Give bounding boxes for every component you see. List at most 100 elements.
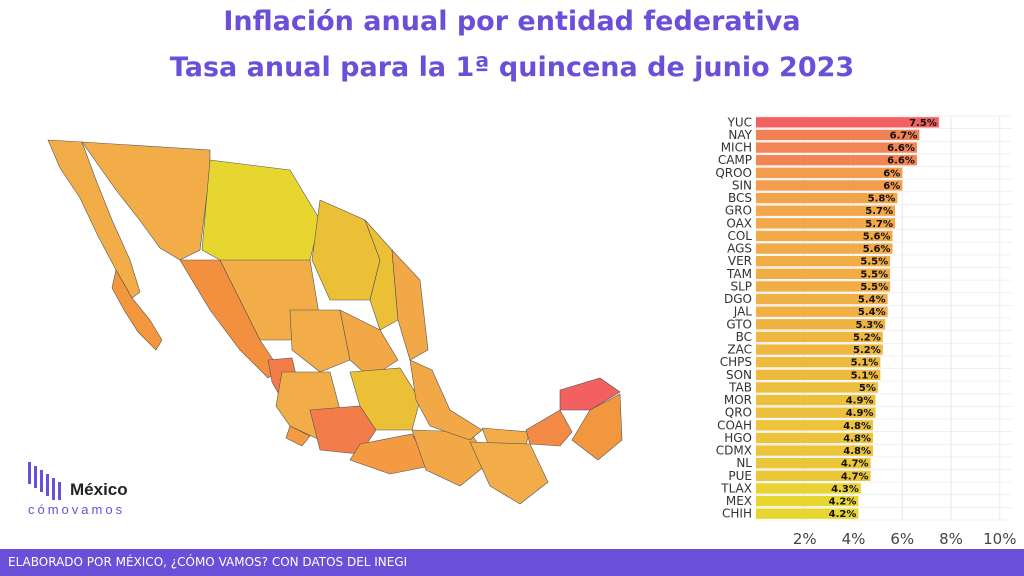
category-label: DGO bbox=[724, 292, 752, 306]
value-label: 4.2% bbox=[829, 497, 857, 508]
category-label: QROO bbox=[715, 166, 752, 180]
value-label: 6% bbox=[883, 168, 900, 179]
map-region-tam bbox=[391, 249, 429, 361]
bar bbox=[756, 205, 895, 216]
bar bbox=[756, 180, 903, 191]
value-label: 5.5% bbox=[860, 257, 888, 268]
value-label: 4.8% bbox=[843, 421, 871, 432]
category-label: NL bbox=[736, 456, 752, 470]
category-label: GRO bbox=[725, 204, 752, 218]
bar bbox=[756, 142, 917, 153]
map-region-coah bbox=[311, 199, 381, 301]
category-label: MEX bbox=[726, 494, 752, 508]
mexico-map bbox=[47, 139, 623, 505]
value-label: 4.3% bbox=[831, 484, 859, 495]
chart-x-tick-labels: 2% 4% 6% 8% 10% bbox=[793, 530, 1017, 548]
value-label: 6.6% bbox=[887, 156, 915, 167]
map-region-yuc bbox=[559, 377, 621, 411]
map-region-bcs bbox=[111, 269, 163, 351]
category-label: OAX bbox=[726, 216, 752, 230]
logo-word-mexico: México bbox=[70, 480, 128, 499]
bar bbox=[756, 192, 898, 204]
chart-grid bbox=[756, 115, 1012, 521]
bar bbox=[756, 117, 939, 128]
category-label: CHIH bbox=[722, 507, 752, 521]
map-region-zac bbox=[289, 309, 351, 373]
bar bbox=[756, 483, 861, 494]
bar bbox=[756, 268, 891, 279]
value-label: 4.8% bbox=[843, 433, 871, 444]
bar bbox=[756, 495, 859, 507]
category-label: COAH bbox=[717, 418, 752, 432]
bar bbox=[756, 382, 878, 393]
map-region-mich bbox=[309, 405, 377, 455]
value-label: 5.4% bbox=[858, 295, 886, 306]
category-label: SON bbox=[726, 368, 752, 382]
chart-subtitle: Tasa anual para la 1ª quincena de junio … bbox=[169, 52, 855, 83]
chart-category-labels: YUCNAYMICHCAMPQROOSINBCSGROOAXCOLAGSVERT… bbox=[715, 115, 752, 520]
bar bbox=[756, 470, 871, 481]
category-label: VER bbox=[728, 254, 752, 268]
value-label: 4.9% bbox=[846, 396, 874, 407]
x-tick-label: 4% bbox=[842, 530, 866, 548]
bar bbox=[756, 256, 891, 267]
value-label: 5.5% bbox=[860, 282, 888, 293]
value-label: 5.2% bbox=[853, 345, 881, 356]
category-label: TAM bbox=[726, 267, 752, 281]
bar bbox=[756, 230, 893, 242]
bar bbox=[756, 293, 888, 305]
bar bbox=[756, 420, 874, 431]
category-label: ZAC bbox=[727, 343, 752, 357]
logo-bars-icon bbox=[28, 462, 61, 500]
value-label: 5.8% bbox=[868, 194, 896, 205]
bar bbox=[756, 508, 859, 519]
bar bbox=[756, 281, 891, 292]
mexico-como-vamos-logo: México cómovamos bbox=[26, 458, 176, 518]
value-label: 5.6% bbox=[863, 244, 891, 255]
chart-value-labels: 7.5%6.7%6.6%6.6%6%6%5.8%5.7%5.7%5.6%5.6%… bbox=[829, 118, 937, 520]
value-label: 5.5% bbox=[860, 269, 888, 280]
category-label: BCS bbox=[728, 191, 752, 205]
category-label: TLAX bbox=[720, 481, 752, 495]
logo-word-comovamos: cómovamos bbox=[28, 502, 126, 517]
x-tick-label: 10% bbox=[983, 530, 1016, 548]
bar bbox=[756, 155, 917, 166]
value-label: 5.7% bbox=[865, 219, 893, 230]
category-label: JAL bbox=[733, 305, 753, 319]
value-label: 4.7% bbox=[841, 459, 869, 470]
bar bbox=[756, 306, 888, 317]
category-label: MOR bbox=[724, 393, 752, 407]
x-tick-label: 2% bbox=[793, 530, 817, 548]
footer-credit: ELABORADO POR MÉXICO, ¿CÓMO VAMOS? CON D… bbox=[0, 549, 1024, 576]
map-region-col bbox=[285, 425, 311, 447]
value-label: 5.1% bbox=[851, 370, 879, 381]
chart-title: Inflación anual por entidad federativa bbox=[223, 6, 801, 37]
chart-bars bbox=[756, 117, 939, 519]
value-label: 6.7% bbox=[890, 130, 918, 141]
category-label: YUC bbox=[727, 115, 753, 129]
value-label: 4.7% bbox=[841, 471, 869, 482]
value-label: 5.4% bbox=[858, 307, 886, 318]
category-label: TAB bbox=[728, 380, 752, 394]
category-label: MICH bbox=[721, 141, 752, 155]
map-region-qroo bbox=[571, 393, 623, 461]
bar bbox=[756, 331, 883, 343]
map-region-ver bbox=[409, 359, 483, 441]
value-label: 6% bbox=[883, 181, 900, 192]
map-region-chih bbox=[201, 159, 321, 271]
value-label: 5% bbox=[859, 383, 876, 394]
bar bbox=[756, 243, 893, 254]
value-label: 7.5% bbox=[909, 118, 937, 129]
bar bbox=[756, 458, 871, 469]
bar bbox=[756, 344, 883, 355]
value-label: 4.9% bbox=[846, 408, 874, 419]
category-label: CAMP bbox=[718, 153, 752, 167]
x-tick-label: 6% bbox=[890, 530, 914, 548]
category-label: HGO bbox=[724, 431, 752, 445]
value-label: 5.2% bbox=[853, 332, 881, 343]
value-label: 5.1% bbox=[851, 358, 879, 369]
category-label: SLP bbox=[730, 279, 752, 293]
bar-chart: YUCNAYMICHCAMPQROOSINBCSGROOAXCOLAGSVERT… bbox=[715, 115, 1017, 548]
bar bbox=[756, 432, 874, 444]
bar bbox=[756, 369, 881, 380]
